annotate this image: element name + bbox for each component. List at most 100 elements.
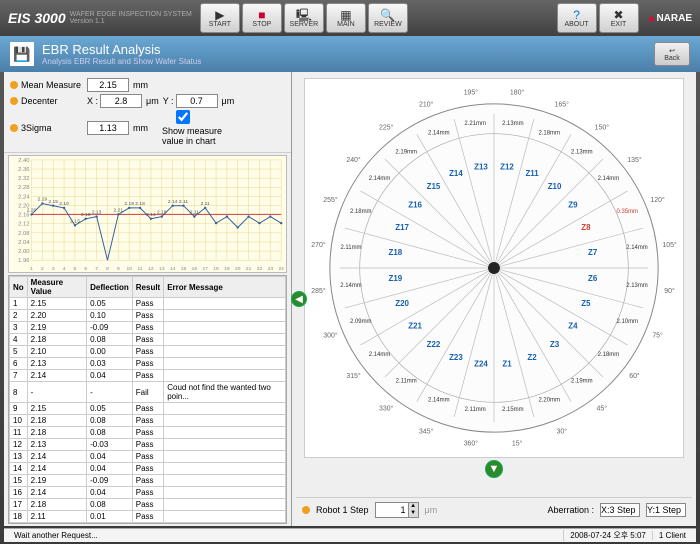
scroll-down-button[interactable]: ▼ xyxy=(485,460,503,478)
right-panel: ◀ Z122.13mm180°Z112.18mm165°Z102.13mm150… xyxy=(292,72,696,526)
svg-text:2.14mm: 2.14mm xyxy=(598,176,620,182)
svg-text:2.18: 2.18 xyxy=(135,201,145,207)
svg-text:5: 5 xyxy=(74,266,77,272)
svg-text:0.35mm: 0.35mm xyxy=(616,209,638,215)
svg-text:2.15mm: 2.15mm xyxy=(502,407,524,413)
svg-text:2.19mm: 2.19mm xyxy=(571,378,593,384)
svg-text:17: 17 xyxy=(202,266,208,272)
svg-text:Z6: Z6 xyxy=(588,274,598,283)
svg-text:2.18mm: 2.18mm xyxy=(598,352,620,358)
svg-text:2.13: 2.13 xyxy=(70,218,80,224)
page-icon: 💾 xyxy=(10,42,34,66)
decenter-x-input[interactable] xyxy=(100,94,142,108)
params-panel: Mean Measure mm Decenter X : μm Y : μm xyxy=(4,72,291,153)
step-up-button[interactable]: ▲ xyxy=(408,503,418,510)
svg-text:Z19: Z19 xyxy=(389,274,403,283)
svg-text:45°: 45° xyxy=(597,404,608,412)
exit-button[interactable]: ✖EXIT xyxy=(599,3,639,33)
svg-text:Z2: Z2 xyxy=(527,353,537,362)
svg-text:2.19mm: 2.19mm xyxy=(395,150,417,156)
svg-text:19: 19 xyxy=(224,266,230,272)
svg-text:330°: 330° xyxy=(379,404,394,412)
svg-text:210°: 210° xyxy=(419,100,434,108)
svg-text:2.14mm: 2.14mm xyxy=(428,131,450,137)
svg-text:21: 21 xyxy=(246,266,252,272)
stop-icon: ■ xyxy=(258,9,265,21)
server-icon: 🖳 xyxy=(296,9,312,21)
about-button[interactable]: ?ABOUT xyxy=(557,3,597,33)
svg-text:15: 15 xyxy=(181,266,187,272)
main-button[interactable]: ▦MAIN xyxy=(326,3,366,33)
svg-text:2.00: 2.00 xyxy=(18,249,30,255)
svg-text:135°: 135° xyxy=(627,156,642,164)
svg-text:2.11mm: 2.11mm xyxy=(396,378,417,384)
aberration-x-input[interactable] xyxy=(600,503,640,517)
svg-text:120°: 120° xyxy=(650,196,665,204)
svg-text:2.28: 2.28 xyxy=(18,185,30,191)
svg-text:16: 16 xyxy=(192,266,198,272)
svg-text:2.19: 2.19 xyxy=(38,197,48,203)
review-button[interactable]: 🔍REVIEW xyxy=(368,3,408,33)
svg-text:Z15: Z15 xyxy=(427,182,441,191)
page-header: 💾 EBR Result Analysis Analysis EBR Resul… xyxy=(0,36,700,72)
svg-text:2.14mm: 2.14mm xyxy=(369,352,391,358)
svg-text:2.10mm: 2.10mm xyxy=(616,319,638,325)
svg-text:24: 24 xyxy=(278,266,284,272)
app-tagline: WAFER EDGE INSPECTION SYSTEM xyxy=(70,11,192,18)
page-title: EBR Result Analysis xyxy=(42,42,201,57)
svg-text:Z3: Z3 xyxy=(550,340,560,349)
svg-text:2.14: 2.14 xyxy=(146,212,156,218)
svg-text:14: 14 xyxy=(170,266,176,272)
svg-text:20: 20 xyxy=(235,266,241,272)
vendor-logo: ▲NARAE xyxy=(647,13,692,24)
titlebar: EIS 3000 WAFER EDGE INSPECTION SYSTEM Ve… xyxy=(0,0,700,36)
svg-text:2.12: 2.12 xyxy=(18,222,29,228)
svg-text:Z24: Z24 xyxy=(474,360,488,369)
server-button[interactable]: 🖳SERVER xyxy=(284,3,324,33)
svg-text:2.21: 2.21 xyxy=(114,207,124,213)
status-date: 2008-07-24 오후 5:07 xyxy=(563,530,652,541)
bottom-controls: Robot 1 Step ▲▼ μm Aberration : xyxy=(296,497,692,522)
stop-button[interactable]: ■STOP xyxy=(242,3,282,33)
back-button[interactable]: ↩Back xyxy=(654,42,690,66)
svg-text:Z10: Z10 xyxy=(548,182,562,191)
svg-text:195°: 195° xyxy=(464,88,479,96)
svg-text:90°: 90° xyxy=(664,287,675,295)
svg-text:2.13mm: 2.13mm xyxy=(571,150,593,156)
aberration-y-input[interactable] xyxy=(646,503,686,517)
svg-text:315°: 315° xyxy=(346,372,361,380)
svg-text:Z7: Z7 xyxy=(588,248,598,257)
collapse-left-button[interactable]: ◀ xyxy=(291,291,307,307)
app-window: EIS 3000 WAFER EDGE INSPECTION SYSTEM Ve… xyxy=(0,0,700,544)
sigma-input[interactable] xyxy=(87,121,129,135)
left-panel: Mean Measure mm Decenter X : μm Y : μm xyxy=(4,72,292,526)
decenter-y-input[interactable] xyxy=(176,94,218,108)
svg-text:2.11: 2.11 xyxy=(190,210,199,216)
svg-text:345°: 345° xyxy=(419,428,434,436)
svg-text:11: 11 xyxy=(138,266,143,272)
svg-text:Z9: Z9 xyxy=(568,200,578,209)
svg-text:165°: 165° xyxy=(555,100,570,108)
page-subtitle: Analysis EBR Result and Show Wafer Statu… xyxy=(42,57,201,66)
svg-text:2.20: 2.20 xyxy=(27,207,37,213)
results-table[interactable]: NoMeasure ValueDeflectionResultError Mes… xyxy=(8,275,287,524)
mean-measure-label: Mean Measure xyxy=(21,80,87,90)
svg-text:2.04: 2.04 xyxy=(18,240,30,246)
svg-text:Z14: Z14 xyxy=(449,169,463,178)
svg-text:2.11mm: 2.11mm xyxy=(465,407,486,413)
bullet-icon xyxy=(302,506,310,514)
svg-text:8: 8 xyxy=(106,266,109,272)
svg-text:2.13mm: 2.13mm xyxy=(626,283,648,289)
bullet-icon xyxy=(10,81,18,89)
svg-text:Z17: Z17 xyxy=(395,223,409,232)
robot-step-stepper[interactable]: ▲▼ xyxy=(375,502,419,518)
svg-text:255°: 255° xyxy=(323,196,338,204)
start-button[interactable]: ▶START xyxy=(200,3,240,33)
svg-text:30°: 30° xyxy=(557,428,568,436)
mean-measure-input[interactable] xyxy=(87,78,129,92)
app-version: Version 1.1 xyxy=(70,18,192,25)
show-values-checkbox[interactable]: Show measure value in chart xyxy=(162,110,228,146)
step-down-button[interactable]: ▼ xyxy=(408,510,418,517)
svg-text:7: 7 xyxy=(95,266,98,272)
exit-icon: ✖ xyxy=(614,9,624,21)
